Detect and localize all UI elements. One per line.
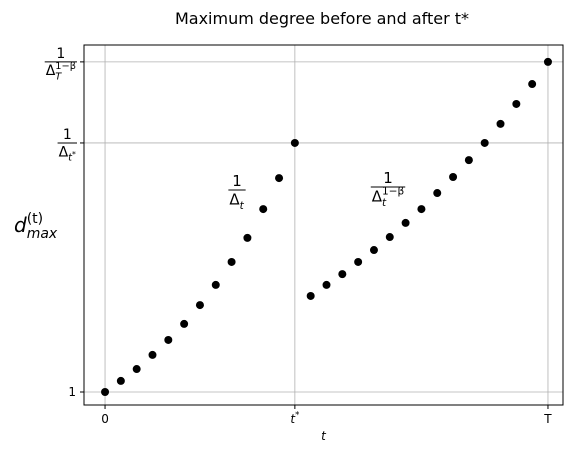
point [132,365,141,374]
point [449,172,458,181]
point [417,205,426,214]
point [180,319,189,328]
text-part: max [27,226,58,242]
annotation: Δt1−β1 [370,169,406,209]
point [512,99,521,108]
text-part: t [240,200,245,212]
point [243,233,252,242]
text-part: t [68,152,73,163]
y-tick-label: ΔT1−β1 [44,46,77,83]
point [401,218,410,227]
text-part: Δ [229,190,240,208]
chart-title: Maximum degree before and after t* [175,9,469,28]
point [211,280,220,289]
text-part: t [382,197,387,209]
text-part: d [14,213,27,237]
fraction-denominator: Δt* [59,144,76,163]
point [354,257,363,266]
point [227,257,236,266]
point [496,119,505,128]
point [543,57,552,66]
point [164,335,173,344]
point [464,156,473,165]
text-part: 1−β [55,61,76,72]
x-tick-label: t* [290,410,299,426]
text-part: * [295,410,299,420]
fraction-denominator: ΔT1−β [46,61,76,83]
point [306,291,315,300]
text-part: * [72,150,76,159]
fraction-numerator: 1 [56,46,65,62]
text-part: 1−β [382,186,404,198]
fraction-numerator: 1 [63,127,72,143]
text-part: Δ [46,63,56,79]
point [195,301,204,310]
fraction-numerator: 1 [232,172,242,190]
annotation: Δt1 [228,172,246,212]
fraction-denominator: Δt1−β [372,186,404,209]
point [338,270,347,279]
y-tick-label: 1 [68,385,76,399]
text-part: T [55,71,62,82]
text-part: t [290,412,296,426]
x-tick-label: T [543,412,552,426]
point [528,80,537,89]
point [322,280,331,289]
y-axis-label: d(t) max [14,211,58,242]
point [385,233,394,242]
point [148,350,157,359]
text-part: Δ [372,187,383,205]
point [101,387,110,396]
fraction-numerator: 1 [383,169,393,187]
text-part: Δ [59,144,69,160]
point [275,174,284,183]
point [433,189,442,198]
x-tick-label: 0 [101,412,109,426]
point [369,246,378,255]
y-tick-label: Δt*1 [57,127,77,163]
x-axis-label: t [321,429,327,443]
fraction-denominator: Δt [229,190,244,212]
text-part: (t) [27,211,43,227]
point [259,205,268,214]
plot-frame [83,44,564,406]
point [116,376,125,385]
point [290,138,299,147]
point [480,138,489,147]
